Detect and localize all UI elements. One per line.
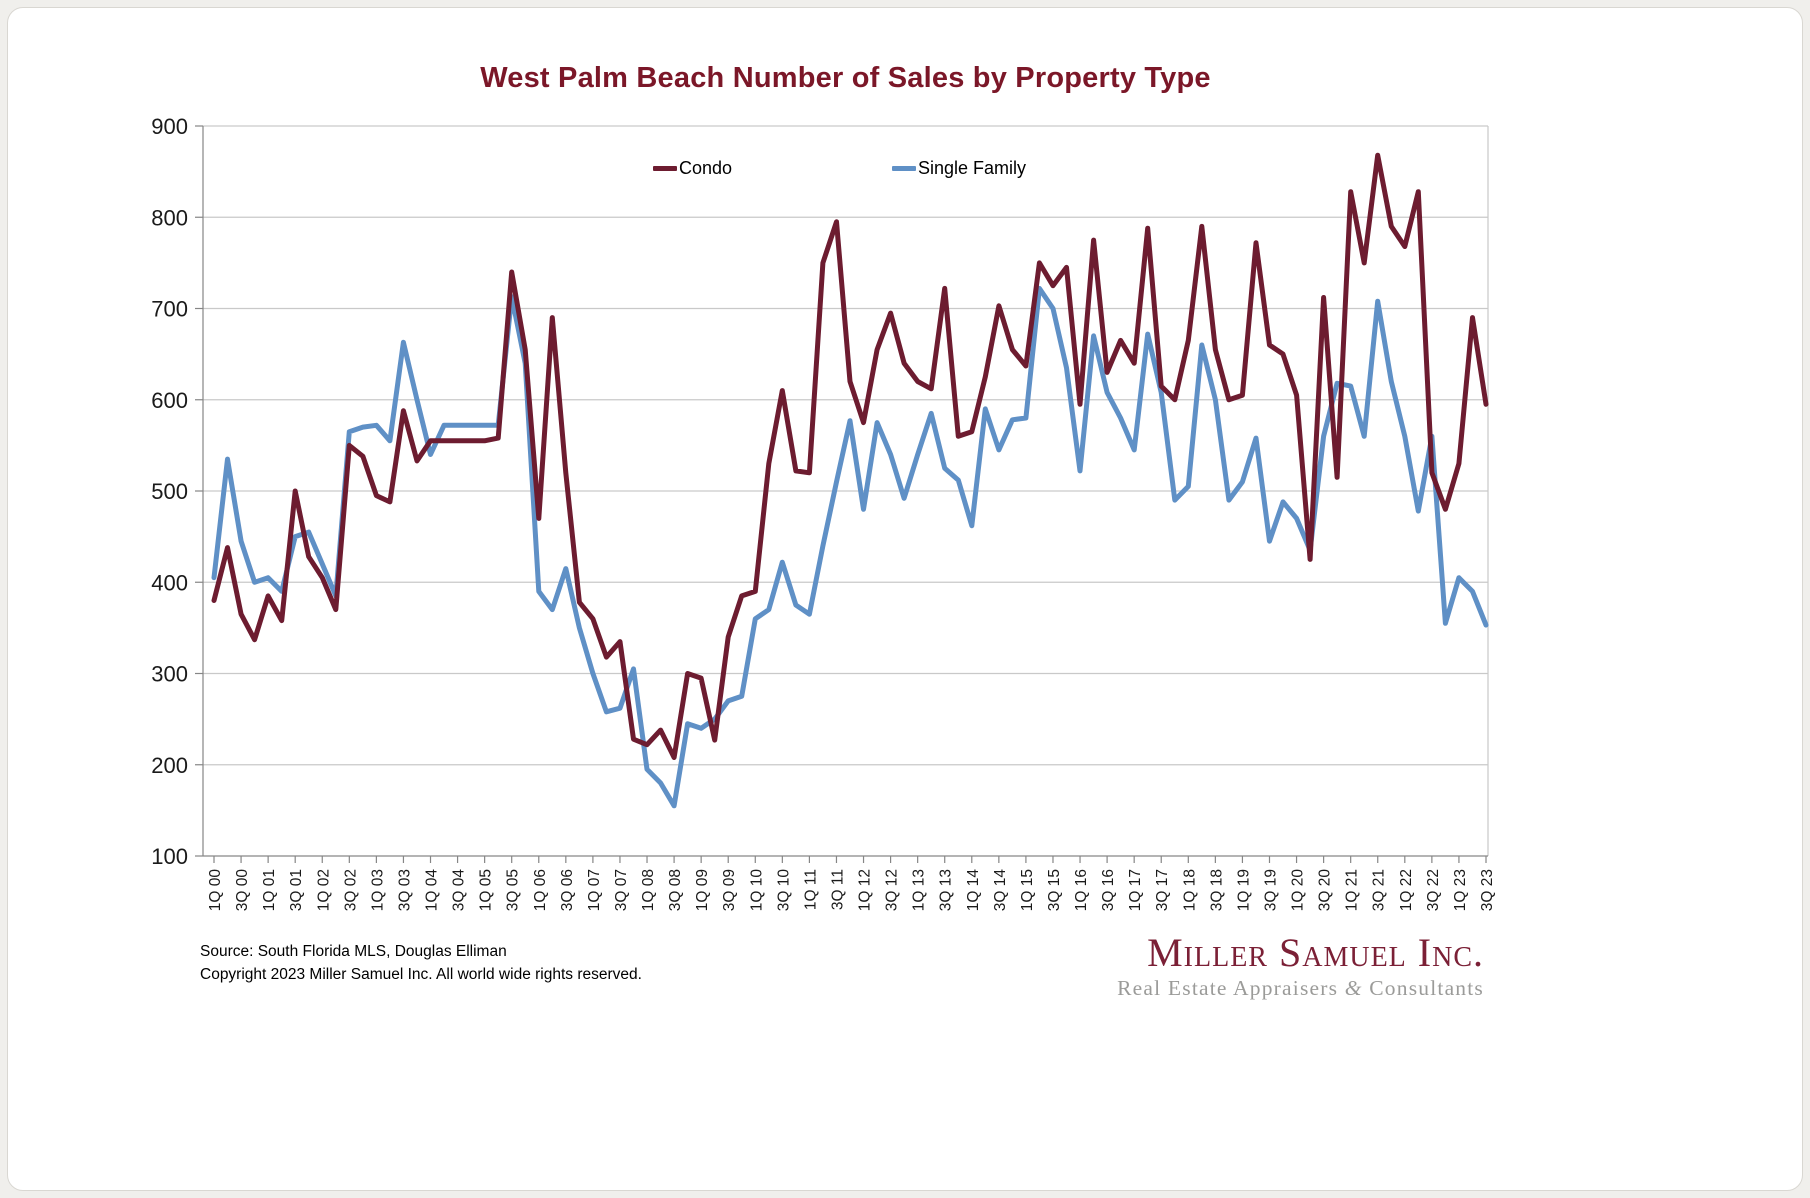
legend-item-condo: Condo xyxy=(653,157,732,179)
svg-text:900: 900 xyxy=(151,114,188,139)
svg-text:3Q 02: 3Q 02 xyxy=(342,869,359,911)
x-axis-labels: 1Q 00 3Q 00 1Q 01 3Q 01 1Q 02 3Q 02 1Q 03 3Q 03… xyxy=(207,869,1496,912)
svg-text:1Q 03: 1Q 03 xyxy=(369,869,386,911)
svg-text:3Q 23: 3Q 23 xyxy=(1479,869,1496,911)
legend-item-single-family: Single Family xyxy=(892,157,1026,179)
svg-text:1Q 09: 1Q 09 xyxy=(694,869,711,911)
svg-text:1Q 02: 1Q 02 xyxy=(315,869,332,911)
svg-text:1Q 12: 1Q 12 xyxy=(857,869,874,911)
svg-text:200: 200 xyxy=(151,753,188,778)
svg-text:300: 300 xyxy=(151,662,188,687)
svg-text:3Q 17: 3Q 17 xyxy=(1154,869,1171,911)
svg-text:1Q 19: 1Q 19 xyxy=(1235,869,1252,911)
svg-text:400: 400 xyxy=(151,570,188,595)
svg-text:3Q 03: 3Q 03 xyxy=(396,869,413,911)
footer-source-block: Source: South Florida MLS, Douglas Ellim… xyxy=(200,940,642,986)
svg-text:1Q 10: 1Q 10 xyxy=(748,869,765,912)
svg-text:700: 700 xyxy=(151,297,188,322)
svg-text:600: 600 xyxy=(151,388,188,413)
svg-text:3Q 11: 3Q 11 xyxy=(829,869,846,910)
condo-line-marker-icon xyxy=(653,165,677,171)
svg-text:3Q 12: 3Q 12 xyxy=(884,869,901,911)
svg-text:500: 500 xyxy=(151,479,188,504)
svg-text:1Q 15: 1Q 15 xyxy=(1019,869,1036,911)
svg-text:1Q 17: 1Q 17 xyxy=(1127,869,1144,911)
svg-text:3Q 22: 3Q 22 xyxy=(1425,869,1442,911)
svg-text:3Q 01: 3Q 01 xyxy=(288,869,305,911)
condo-series-line xyxy=(211,152,1489,760)
svg-text:1Q 07: 1Q 07 xyxy=(586,869,603,911)
svg-text:1Q 04: 1Q 04 xyxy=(424,869,441,912)
svg-text:3Q 05: 3Q 05 xyxy=(505,869,522,911)
logo-name: Miller Samuel Inc. xyxy=(1147,930,1484,975)
copyright-text: Copyright 2023 Miller Samuel Inc. All wo… xyxy=(200,966,642,983)
svg-text:1Q 21: 1Q 21 xyxy=(1344,869,1361,911)
svg-text:100: 100 xyxy=(151,844,188,869)
svg-text:3Q 00: 3Q 00 xyxy=(234,869,251,912)
svg-text:3Q 13: 3Q 13 xyxy=(938,869,955,911)
logo-ampersand: & xyxy=(1344,976,1363,1000)
svg-text:3Q 07: 3Q 07 xyxy=(613,869,630,911)
axes xyxy=(195,125,1488,863)
svg-text:1Q 16: 1Q 16 xyxy=(1073,869,1090,911)
svg-text:1Q 01: 1Q 01 xyxy=(261,869,278,911)
svg-text:1Q 06: 1Q 06 xyxy=(532,869,549,911)
legend-label-single-family: Single Family xyxy=(918,157,1027,178)
source-text: Source: South Florida MLS, Douglas Ellim… xyxy=(200,943,507,960)
svg-text:3Q 15: 3Q 15 xyxy=(1046,869,1063,911)
svg-text:3Q 18: 3Q 18 xyxy=(1208,869,1225,911)
logo-tagline: Real Estate Appraisers & Consultants xyxy=(1117,976,1484,1000)
svg-text:1Q 23: 1Q 23 xyxy=(1452,869,1469,911)
svg-text:3Q 20: 3Q 20 xyxy=(1317,869,1334,912)
legend-label-condo: Condo xyxy=(679,157,733,178)
single-family-series-line xyxy=(211,285,1489,809)
svg-text:3Q 16: 3Q 16 xyxy=(1100,869,1117,911)
svg-text:1Q 22: 1Q 22 xyxy=(1398,869,1415,911)
svg-text:1Q 05: 1Q 05 xyxy=(478,869,495,911)
svg-text:1Q 18: 1Q 18 xyxy=(1181,869,1198,911)
svg-text:1Q 00: 1Q 00 xyxy=(207,869,224,912)
miller-samuel-logo: Miller Samuel Inc. Real Estate Appraiser… xyxy=(1117,932,1484,1001)
svg-text:3Q 08: 3Q 08 xyxy=(667,869,684,911)
gridlines xyxy=(203,125,1489,856)
svg-text:3Q 21: 3Q 21 xyxy=(1371,869,1388,911)
svg-text:3Q 06: 3Q 06 xyxy=(559,869,576,911)
svg-text:1Q 08: 1Q 08 xyxy=(640,869,657,911)
chart-title: West Palm Beach Number of Sales by Prope… xyxy=(480,62,1211,94)
svg-text:3Q 09: 3Q 09 xyxy=(721,869,738,911)
svg-text:1Q 11: 1Q 11 xyxy=(802,869,819,910)
svg-text:3Q 19: 3Q 19 xyxy=(1262,869,1279,911)
chart-card: West Palm Beach Number of Sales by Prope… xyxy=(7,7,1803,1191)
svg-text:800: 800 xyxy=(151,205,188,230)
svg-text:1Q 13: 1Q 13 xyxy=(911,869,928,911)
y-axis-labels: 100 200 300 400 500 600 700 800 900 xyxy=(151,114,188,869)
svg-text:1Q 14: 1Q 14 xyxy=(965,869,982,912)
svg-text:1Q 20: 1Q 20 xyxy=(1290,869,1307,912)
single-family-line-marker-icon xyxy=(892,165,916,171)
svg-text:3Q 14: 3Q 14 xyxy=(992,869,1009,912)
svg-text:3Q 10: 3Q 10 xyxy=(775,869,792,912)
svg-text:3Q 04: 3Q 04 xyxy=(451,869,468,912)
